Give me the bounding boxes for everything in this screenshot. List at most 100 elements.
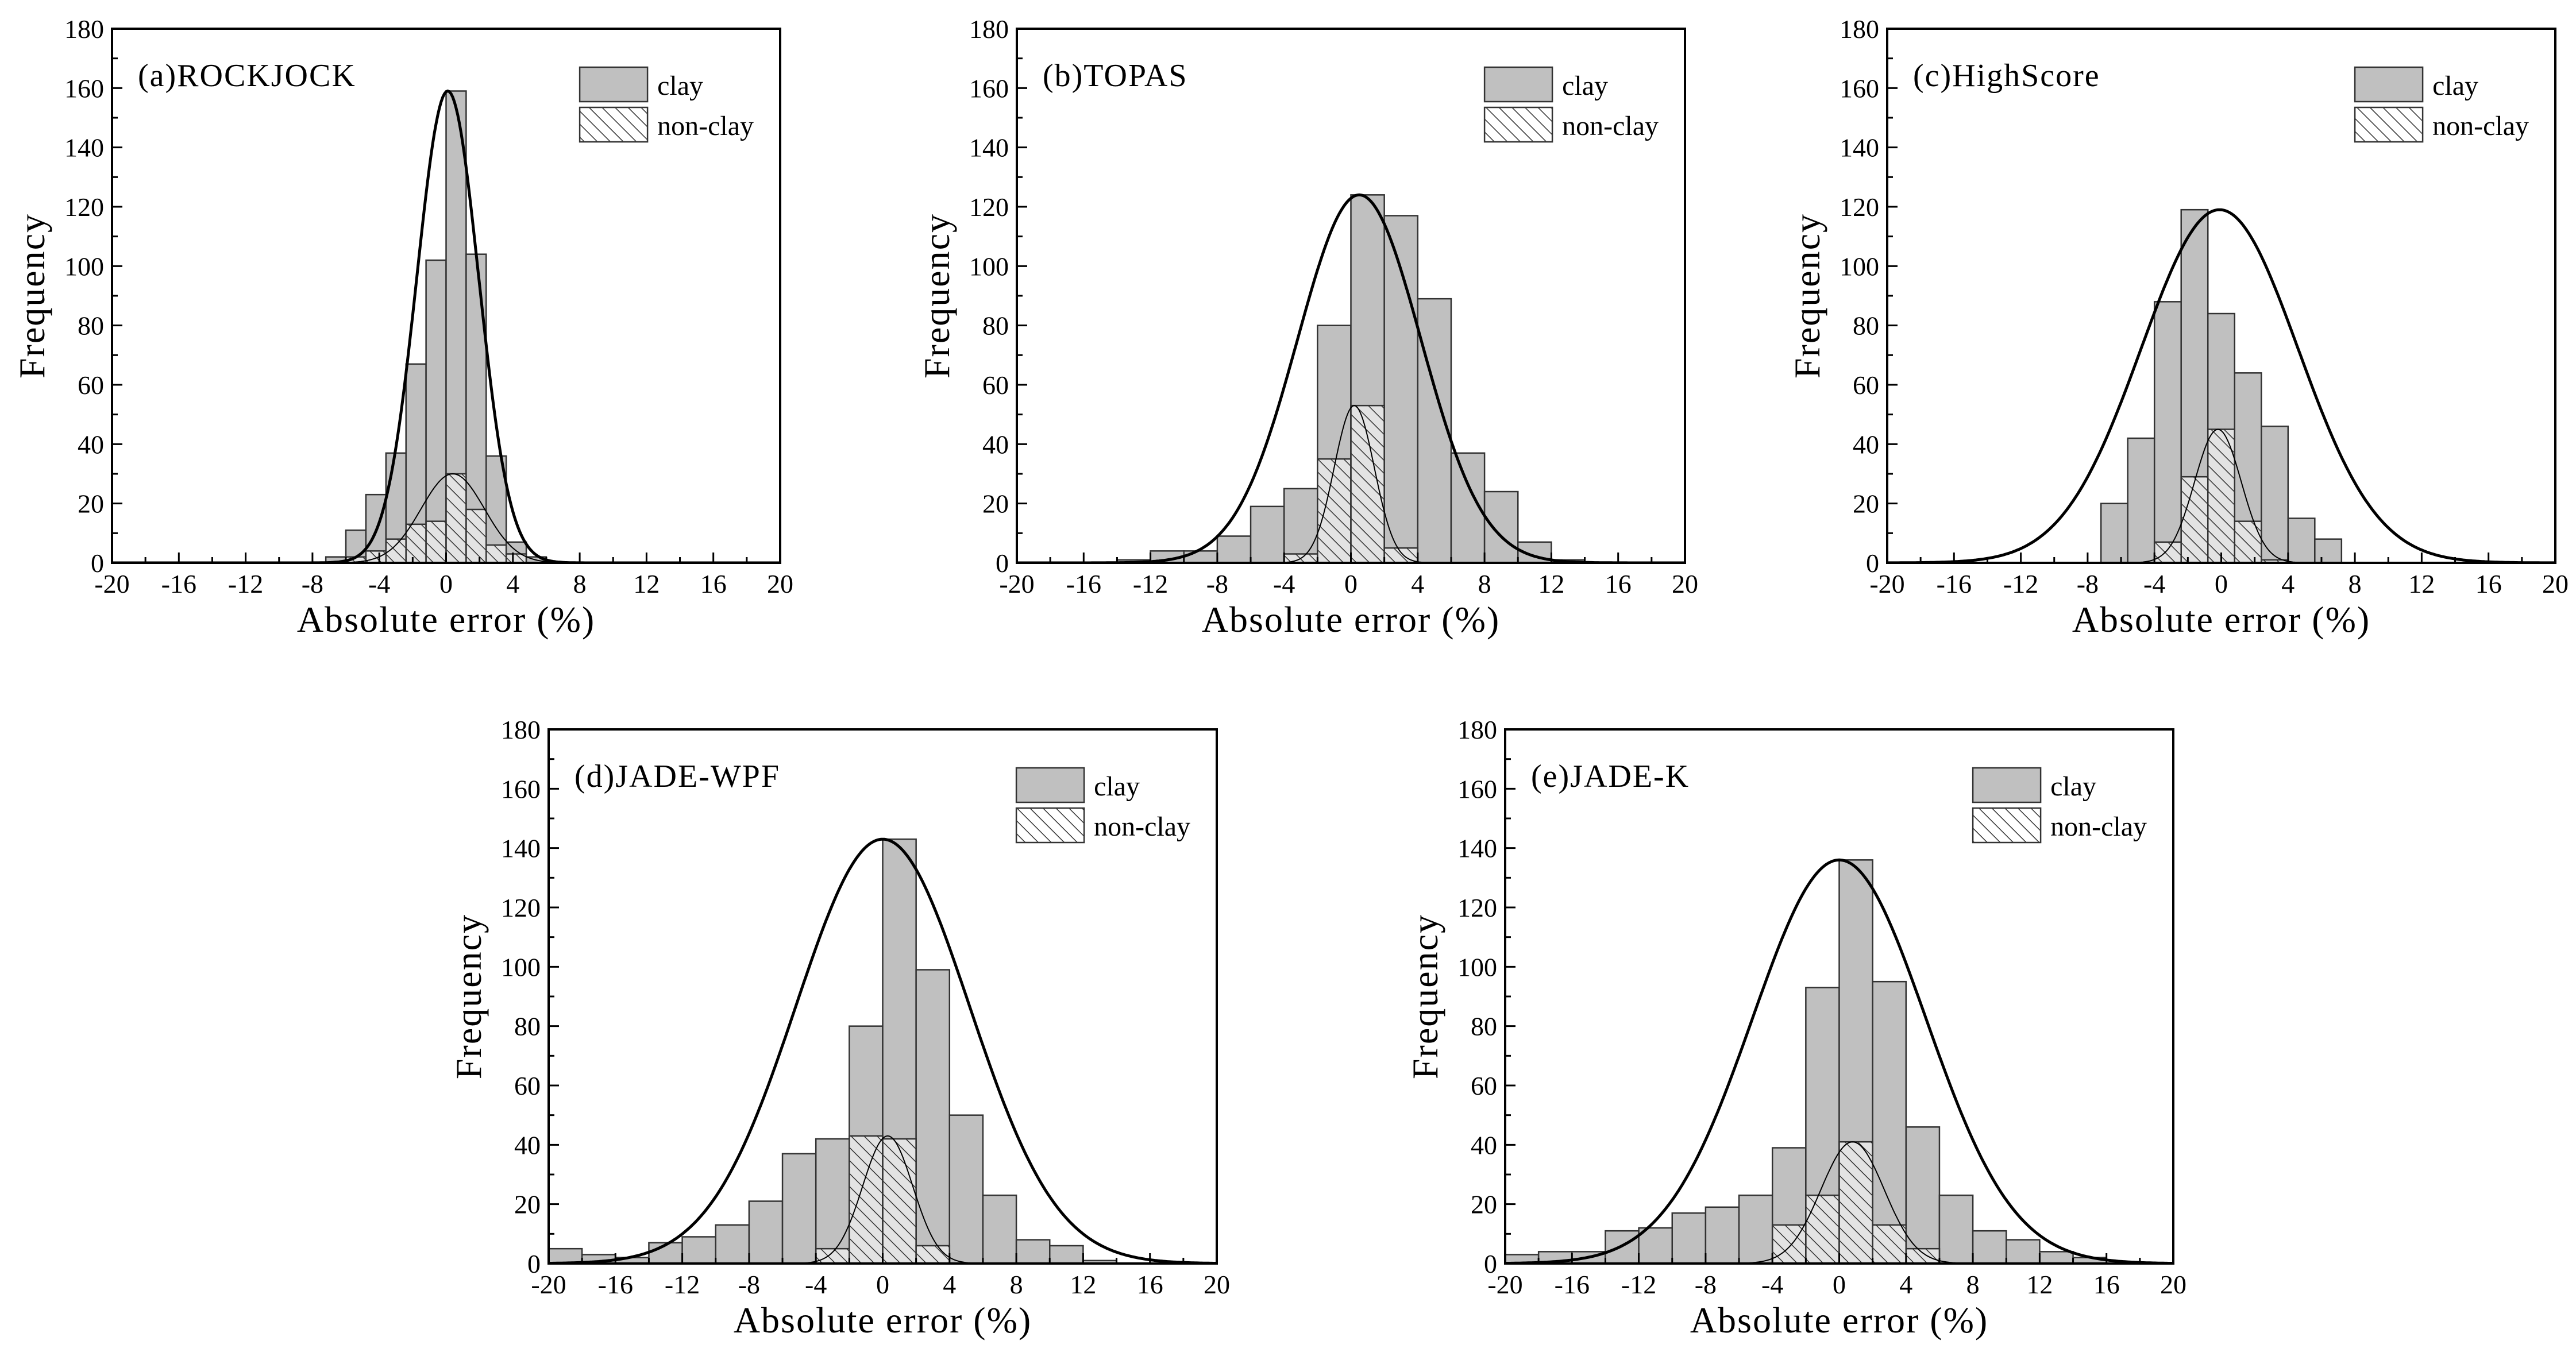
x-tick-label: -8 <box>738 1270 760 1299</box>
non-clay-bar <box>2153 541 2182 564</box>
y-tick-label: 80 <box>1853 311 1879 341</box>
legend-label-clay: clay <box>657 71 703 101</box>
clay-bar <box>915 969 951 1265</box>
legend-label-non-clay: non-clay <box>2050 812 2147 842</box>
non-clay-fit-curve <box>350 473 555 563</box>
y-tick-label: 20 <box>982 489 1009 519</box>
panel-title: (d)JADE-WPF <box>574 759 780 794</box>
clay-bar <box>2261 426 2289 564</box>
x-tick-label: 4 <box>1899 1270 1912 1299</box>
x-tick-label: 4 <box>1411 569 1424 598</box>
clay-bar <box>1283 488 1318 564</box>
non-clay-bar <box>365 550 387 564</box>
y-tick-label: 100 <box>501 952 541 982</box>
y-tick-label: 180 <box>1457 715 1497 744</box>
y-tick-label: 160 <box>1457 774 1497 803</box>
non-clay-bar <box>815 1247 850 1265</box>
x-tick-label: 20 <box>2542 569 2569 598</box>
non-clay-bar <box>882 1138 917 1265</box>
y-axis-title: Frequency <box>1787 213 1827 378</box>
non-clay-bars <box>1283 404 1419 564</box>
legend-swatch-non-clay <box>1015 807 1085 844</box>
clay-bar <box>1216 535 1252 564</box>
panel-title: (c)HighScore <box>1913 58 2100 94</box>
y-tick-label: 60 <box>982 370 1009 400</box>
y-tick-label: 20 <box>514 1190 541 1219</box>
x-axis-title: Absolute error (%) <box>1690 1300 1988 1340</box>
legend-swatch-clay <box>579 66 649 103</box>
legend-label-non-clay: non-clay <box>1094 812 1190 842</box>
x-tick-label: -20 <box>1487 1270 1522 1299</box>
non-clay-bar <box>485 544 507 564</box>
legend-swatch-non-clay <box>2354 106 2424 143</box>
x-axis-title: Absolute error (%) <box>2072 599 2370 640</box>
x-tick-label: 4 <box>506 569 519 598</box>
legend-label-non-clay: non-clay <box>2432 111 2529 141</box>
x-axis-title: Absolute error (%) <box>297 599 595 640</box>
y-tick-label: 40 <box>982 430 1009 459</box>
x-tick-label: -4 <box>805 1270 827 1299</box>
y-tick-label: 120 <box>1457 893 1497 922</box>
clay-bar <box>2314 538 2343 564</box>
y-tick-label: 40 <box>1471 1130 1497 1160</box>
x-tick-label: 16 <box>1605 569 1632 598</box>
non-clay-fit-curve <box>1285 405 1423 563</box>
x-tick-label: -8 <box>1206 569 1228 598</box>
y-tick-label: 140 <box>501 834 541 863</box>
x-tick-label: -8 <box>2077 569 2099 598</box>
y-tick-label: 140 <box>1457 834 1497 863</box>
y-tick-label: 20 <box>78 489 104 519</box>
y-tick-label: 120 <box>64 192 104 222</box>
y-tick-label: 100 <box>1457 952 1497 982</box>
panel-title: (a)ROCKJOCK <box>138 58 356 94</box>
x-tick-label: 8 <box>1966 1270 1980 1299</box>
y-tick-label: 40 <box>514 1130 541 1160</box>
x-tick-label: 0 <box>1344 569 1358 598</box>
panel-highscore: -20 -16 -12 -8 -4 0 4 8 12 16 20 0 20 40 60 80 100 120 140… <box>1787 14 2569 640</box>
x-tick-label: 4 <box>943 1270 956 1299</box>
x-tick-label: 0 <box>1833 1270 1846 1299</box>
panel-title: (b)TOPAS <box>1043 58 1188 94</box>
x-axis-title: Absolute error (%) <box>1202 599 1500 640</box>
x-tick-label: -16 <box>1066 569 1101 598</box>
clay-bar <box>715 1224 750 1265</box>
x-tick-label: -12 <box>1621 1270 1656 1299</box>
y-tick-label: 100 <box>969 252 1009 281</box>
legend: clay non-clay <box>1483 66 1659 143</box>
clay-bar <box>2006 1239 2041 1265</box>
x-tick-label: -16 <box>161 569 196 598</box>
y-tick-label: 0 <box>91 548 104 578</box>
y-tick-label: 180 <box>64 14 104 44</box>
clay-bar <box>681 1236 716 1265</box>
y-tick-label: 80 <box>78 311 104 341</box>
y-tick-label: 100 <box>64 252 104 281</box>
clay-bar <box>1905 1126 1941 1265</box>
x-tick-label: 8 <box>2349 569 2362 598</box>
y-tick-label: 140 <box>1840 133 1879 163</box>
non-clay-bar <box>1350 404 1385 564</box>
non-clay-bar <box>2180 476 2209 564</box>
clay-bar <box>781 1153 817 1265</box>
x-tick-label: 4 <box>2281 569 2295 598</box>
x-tick-label: -20 <box>1869 569 1904 598</box>
y-tick-label: 0 <box>996 548 1009 578</box>
clay-bar <box>1417 298 1452 564</box>
y-tick-label: 160 <box>1840 74 1879 103</box>
x-tick-label: 0 <box>439 569 453 598</box>
non-clay-bar <box>1838 1141 1873 1265</box>
x-tick-label: -12 <box>228 569 263 598</box>
non-clay-bar <box>2234 520 2262 564</box>
non-clay-bar <box>849 1135 884 1265</box>
panel-jade-k: -20 -16 -12 -8 -4 0 4 8 12 16 20 0 20 40 60 80 100 120 140… <box>1405 715 2186 1340</box>
x-tick-label: -4 <box>2143 569 2165 598</box>
x-tick-label: -20 <box>531 1270 566 1299</box>
clay-fit-curve <box>112 89 780 563</box>
x-tick-label: -16 <box>598 1270 633 1299</box>
clay-bar <box>1483 490 1519 564</box>
clay-bar <box>2100 503 2128 564</box>
legend-swatch-clay <box>2354 66 2424 103</box>
x-tick-label: -8 <box>302 569 323 598</box>
legend: clay non-clay <box>1972 767 2147 844</box>
y-tick-label: 160 <box>501 774 541 803</box>
